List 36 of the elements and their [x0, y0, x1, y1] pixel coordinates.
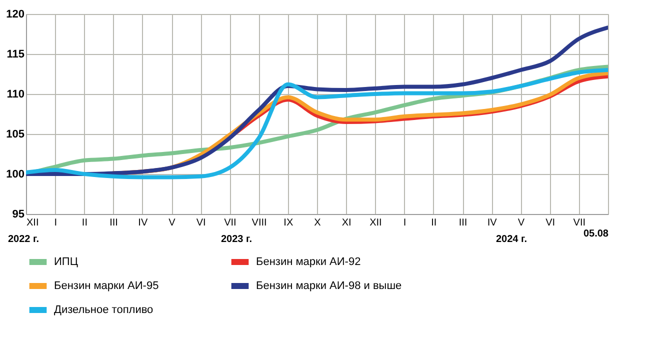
x-tick-label: I: [403, 218, 406, 228]
x-tick-label: X: [314, 218, 322, 228]
x-tick-label: VIII: [252, 218, 267, 228]
line-series: [26, 26, 608, 176]
text: 2024 г.: [496, 234, 528, 245]
text: 2023 г.: [221, 234, 252, 245]
x-tick-label: IX: [284, 218, 294, 228]
x-tick-label: V: [518, 218, 525, 228]
x-tick-label: II: [82, 218, 88, 228]
y-tick-label: 105: [6, 128, 24, 140]
legend-label: Бензин марки АИ-92: [256, 256, 361, 268]
x-tick-label: III: [110, 218, 118, 228]
y-tick-label: 110: [6, 88, 24, 100]
x-tick-label: III: [458, 218, 468, 228]
x-tick-label: VI: [546, 218, 556, 228]
x-tick-label: 05.08: [583, 228, 609, 240]
x-tick-label: XI: [342, 218, 352, 228]
text: 2022 г.: [8, 234, 40, 245]
y-tick-label: 120: [6, 8, 24, 20]
x-tick-label: XII: [26, 218, 39, 228]
legend-label: Бензин марки АИ-98 и выше: [256, 280, 402, 292]
x-tick-label: IV: [138, 218, 148, 228]
x-tick-label: IV: [487, 218, 498, 228]
x-tick-label: VII: [573, 218, 586, 228]
x-tick-label: VII: [224, 218, 236, 228]
x-tick-label: XII: [370, 218, 382, 228]
y-tick-label: 115: [6, 48, 24, 60]
x-tick-label: II: [431, 218, 437, 228]
legend-label: Дизельное топливо: [54, 304, 154, 316]
x-tick-label: I: [54, 218, 57, 228]
y-tick-label: 95: [12, 208, 24, 220]
x-tick-label: VI: [196, 218, 206, 228]
legend-label: Бензин марки АИ-95: [54, 280, 159, 292]
x-tick-label: V: [168, 218, 176, 228]
legend-label: ИПЦ: [54, 256, 78, 268]
y-tick-label: 100: [6, 168, 24, 180]
